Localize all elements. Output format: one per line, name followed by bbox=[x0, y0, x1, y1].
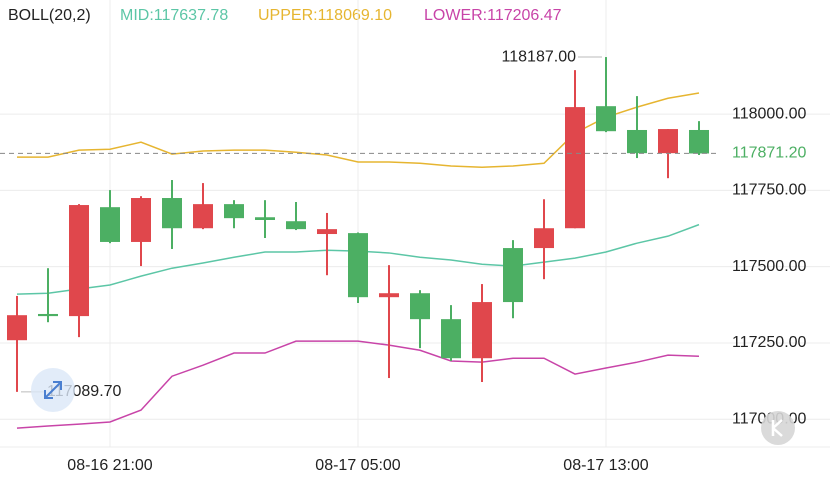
indicator-mid: MID:117637.78 bbox=[120, 7, 228, 24]
candle-body bbox=[410, 293, 430, 320]
candle-body bbox=[69, 205, 89, 317]
candle-body bbox=[162, 198, 182, 229]
plot: 117000.00117250.00117500.00117750.001180… bbox=[0, 0, 830, 474]
candle-body bbox=[286, 221, 306, 230]
y-tick-label: 117250.00 bbox=[732, 334, 807, 351]
candle-body bbox=[503, 248, 523, 303]
candle-body bbox=[441, 319, 461, 359]
y-tick-label: 118000.00 bbox=[732, 105, 807, 122]
candle-body bbox=[348, 233, 368, 298]
x-tick-label: 08-17 05:00 bbox=[315, 457, 401, 474]
expand-glyph bbox=[44, 381, 62, 399]
candle-body bbox=[100, 207, 120, 242]
last-price-label: 117871.20 bbox=[732, 145, 807, 162]
candle-body bbox=[38, 313, 58, 317]
k-glyph bbox=[771, 419, 783, 437]
candle-body bbox=[7, 315, 27, 341]
candle-body bbox=[658, 129, 678, 154]
x-tick-label: 08-17 13:00 bbox=[563, 457, 649, 474]
candle-body bbox=[224, 204, 244, 219]
candle-body bbox=[255, 217, 275, 220]
candle-body bbox=[627, 129, 647, 154]
last-price-box bbox=[722, 141, 828, 166]
y-tick-label: 117500.00 bbox=[732, 258, 807, 275]
candle-body bbox=[131, 198, 151, 242]
candle-body bbox=[596, 106, 616, 132]
high-label: 118187.00 bbox=[502, 48, 577, 65]
candle-body bbox=[379, 293, 399, 298]
candle-body bbox=[193, 204, 213, 229]
candle-body bbox=[534, 228, 554, 249]
candle-body bbox=[565, 107, 585, 229]
candle-body bbox=[689, 129, 709, 154]
y-tick-label: 117750.00 bbox=[732, 182, 807, 199]
indicator-lower: LOWER:117206.47 bbox=[424, 7, 562, 24]
candle-body bbox=[472, 302, 492, 359]
indicator-upper: UPPER:118069.10 bbox=[258, 7, 392, 24]
candle-body bbox=[317, 229, 337, 235]
header: BOLL(20,2) MID:117637.78 UPPER:118069.10… bbox=[8, 7, 562, 24]
k-icon[interactable] bbox=[761, 411, 795, 445]
indicator-name: BOLL(20,2) bbox=[8, 7, 91, 24]
boll-line bbox=[16, 340, 700, 429]
x-tick-label: 08-16 21:00 bbox=[67, 457, 153, 474]
boll-line bbox=[17, 92, 700, 168]
